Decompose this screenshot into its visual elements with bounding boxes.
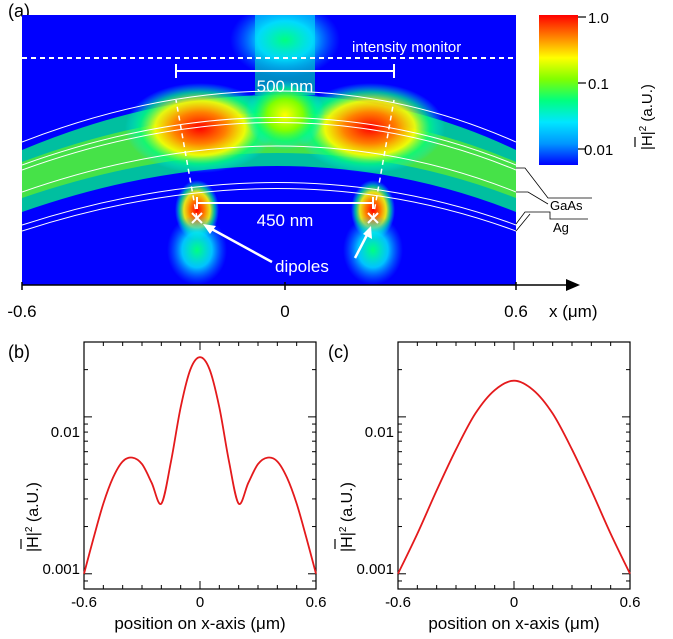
field-lobe-center-top [230,15,340,78]
scale-450-label: 450 nm [257,211,314,230]
panel-c-plot [397,341,631,590]
scale-500-label: 500 nm [257,77,314,96]
field-lobe-center [245,80,325,150]
colorbar-label: |H|2 (a.U.) [634,84,656,150]
field-lobe-below-left [167,215,227,285]
gaas-leader-line [516,167,592,199]
panel-b-y-label-text: |H|2 (a.U.) [24,482,42,552]
dipole-marker-right [367,212,379,224]
panel-a-x-tick-label-right: 0.6 [504,302,528,321]
colorbar-tick-label-top: 1.0 [588,10,609,27]
interface-arc-4 [22,145,516,193]
panel-a-x-tick-label-left: -0.6 [7,302,36,321]
colorbar-tick-label-mid: 0.1 [588,76,609,93]
gaas-label: GaAs [550,198,583,213]
panel-c-x-axis-label: position on x-axis (μm) [428,614,599,633]
panel-c-y-label-text: |H|2 (a.U.) [338,482,356,552]
panel-b-y-tick-label-0: 0.01 [51,424,80,441]
panel-c-ticks [397,341,631,590]
panel-b-x-tick-label-1: 0 [196,594,204,611]
panel-b-plot [83,341,317,590]
panel-c-x-tick-label-1: 0 [510,594,518,611]
dipole-arrowhead-right [363,226,372,239]
dipole-arrowhead-left [203,224,216,234]
panel-c-x-tick-label-0: -0.6 [385,594,411,611]
panel-a-x-tick-label-center: 0 [280,302,289,321]
panel-b-label: (b) [8,342,30,362]
panel-c-y-tick-label-1: 0.001 [356,561,394,578]
radial-guide-left [175,99,198,219]
panel-b-series-line [83,356,317,575]
panel-c-x-tick-label-2: 0.6 [620,594,641,611]
panel-b-x-axis-label: position on x-axis (μm) [114,614,285,633]
panel-b-x-tick-label-2: 0.6 [306,594,327,611]
ag-leader-line-2 [515,213,531,232]
panel-c-y-tick-label-0: 0.01 [365,424,394,441]
colorbar [539,15,578,165]
dipole-arrow-left [207,225,273,264]
intensity-monitor-label: intensity monitor [352,39,461,56]
panel-b-x-tick-label-0: -0.6 [71,594,97,611]
interface-arc-6 [22,188,516,232]
panel-c-label: (c) [328,342,349,362]
panel-c-frame [397,341,631,590]
interface-arc-2 [22,117,516,166]
colorbar-tick-label-bottom: 0.01 [584,142,613,159]
radial-guide-right [372,99,395,219]
ag-label: Ag [553,220,569,235]
dipoles-label: dipoles [275,257,329,276]
panel-c-y-axis-label: |H|2 (a.U.) [334,482,356,552]
field-lobe-below-right [343,215,403,285]
gaas-leader-line-2 [516,191,549,205]
panel-a-x-axis-label: x (μm) [549,302,598,321]
panel-b-y-axis-label: |H|2 (a.U.) [20,482,42,552]
interface-arc-3 [22,122,516,171]
dipole-marker-left [191,212,203,224]
interface-arc-1 [22,90,516,143]
field-lobe-left [125,83,275,173]
panel-b-y-tick-label-1: 0.001 [42,561,80,578]
field-map [22,15,516,285]
colorbar-label-text: |H|2 (a.U.) [638,84,656,150]
panel-b-ticks [83,341,317,590]
ag-leader-line [515,211,588,225]
panel-a-x-axis-arrowhead [566,279,580,291]
interface-arc-5 [22,182,516,226]
panel-c-series-line [397,379,631,575]
